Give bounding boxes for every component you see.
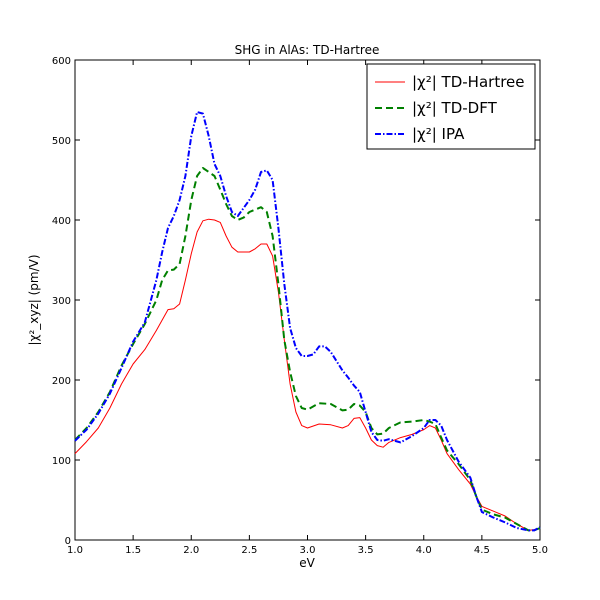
y-tick-label: 400 [52, 216, 71, 227]
x-tick-label: 1.0 [67, 545, 83, 556]
y-tick-label: 100 [52, 456, 71, 467]
tick-layer: 1.0 1.5 2.0 2.5 3.0 3.5 4.0 4.5 5.0 0 100 200 300 400… [52, 56, 548, 556]
x-tick-label: 3.0 [300, 545, 316, 556]
x-tick-label: 3.5 [358, 545, 374, 556]
series-layer [74, 111, 541, 532]
series-line-3 [74, 111, 541, 532]
legend-label-3: |χ²| IPA [412, 125, 465, 143]
y-tick-label: 200 [52, 376, 71, 387]
y-tick-label: 300 [52, 296, 71, 307]
legend-items: |χ²| TD-Hartree |χ²| TD-DFT |χ²| IPA [375, 73, 525, 143]
series-line-2 [74, 167, 541, 532]
x-tick-label: 2.0 [183, 545, 199, 556]
chart-title: SHG in AlAs: TD-Hartree [235, 43, 380, 57]
legend-label-2: |χ²| TD-DFT [412, 99, 498, 117]
x-tick-label: 1.5 [125, 545, 141, 556]
y-tick-label: 600 [52, 56, 71, 67]
x-axis-label: eV [299, 556, 315, 570]
series-line-1 [74, 218, 541, 531]
x-tick-label: 4.5 [474, 545, 490, 556]
y-tick-label: 500 [52, 136, 71, 147]
y-tick-label: 0 [65, 536, 71, 547]
x-tick-label: 4.0 [416, 545, 432, 556]
x-tick-label: 5.0 [532, 545, 548, 556]
legend-label-1: |χ²| TD-Hartree [412, 73, 525, 91]
x-tick-label: 2.5 [241, 545, 257, 556]
legend: |χ²| TD-Hartree |χ²| TD-DFT |χ²| IPA [366, 63, 536, 150]
y-axis-label: |χ²_xyz| (pm/V) [27, 254, 41, 345]
